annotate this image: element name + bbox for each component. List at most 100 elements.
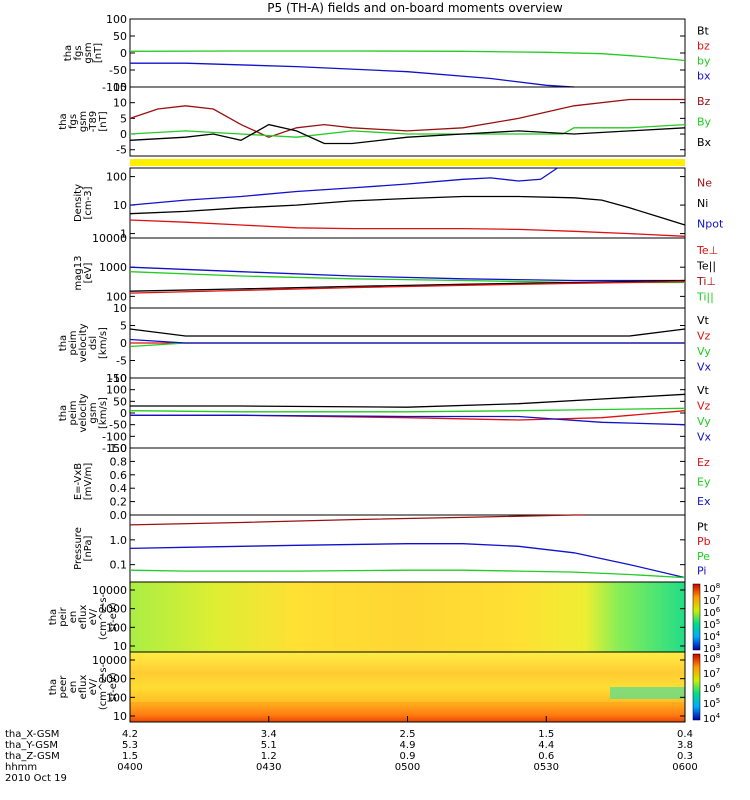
y-axis-label: tha [58,405,69,421]
legend-entry: bx [697,70,711,83]
footer-value: 1.5 [122,751,138,762]
series-bz [129,50,686,62]
footer-value: 0600 [672,762,697,773]
panel-peim-velocity-dsl: 10 5 0 -5 -10 tha peim velocity dsl [km/s] Vt Vz Vy V… [58,302,712,385]
y-axis-label: en [68,611,79,624]
y-tick-label: 1.0 [110,534,128,547]
y-axis-label: tha [63,45,74,61]
spectrogram [130,582,685,652]
footer-value: 0.6 [538,751,554,762]
panel-frame [129,447,686,516]
y-tick-label: 10000 [92,654,127,667]
footer-row-label: hhmm [5,762,37,773]
panel-pressure: 1.0 0.1 Pressure [nPa] Pt Pb Pe Pi [73,514,711,583]
y-axis-label: en [68,681,79,694]
legend-entry: Pb [697,535,711,548]
legend-entry: Vz [697,329,711,342]
y-axis-label: [cm-3] [83,186,94,219]
series-Ni [129,195,686,226]
legend-entry: Vz [697,399,711,412]
panel-peer-en-eflux: 108 107 106 105 104 10000 1000 100 10 tha peer en ef… [48,651,721,725]
series-Pb [129,514,586,526]
y-axis-label: [mV/m] [83,463,94,501]
y-axis-label: tha [48,679,59,695]
y-tick-label: 50 [113,395,127,408]
y-axis-label: gsm [83,42,94,63]
legend-entry: Vt [697,314,710,327]
y-tick-label: 50 [113,30,127,43]
legend-entry: Ni [697,197,708,210]
y-tick-label: 100 [106,691,127,704]
legend-entry: Vt [697,384,710,397]
y-axis-label: velocity [78,393,89,432]
footer-row-label: 2010 Oct 19 [5,773,67,784]
colorbar [692,583,701,651]
y-axis-label: eV/ [88,608,99,625]
series-Pi [129,543,686,579]
y-tick-label: -50 [109,419,127,432]
series-Vt [130,393,686,408]
colorbar-tick-label: 107 [703,667,720,680]
series-By [129,123,686,138]
colorbar-tick-label: 105 [703,697,720,710]
legend-entry: Bt [697,25,710,38]
panel-frame [129,167,686,239]
y-tick-label: 100 [106,290,127,303]
series-Bz [129,98,685,138]
y-axis-label: velocity [78,323,89,362]
series-Npot [129,167,558,206]
legend-entry: Ti|| [696,290,714,303]
legend-entry: Te⊥ [696,244,718,257]
legend-entry: Npot [697,218,724,231]
y-axis-label: [nPa] [83,535,94,561]
y-tick-label: -5 [116,355,127,368]
footer-value: 3.8 [677,740,693,751]
y-axis-label: sr-eV) [108,602,119,631]
status-bar [130,159,685,166]
panel-density: 100 10 1 Density [cm-3] Ne Ni Npot [73,167,724,241]
legend-entry: Ti⊥ [696,275,716,288]
y-axis-label: (cm^2-s- [98,593,109,640]
series-Vx [130,414,686,426]
y-axis-label: Pressure [73,527,84,570]
y-axis-label: [eV] [83,263,94,284]
colorbar [692,653,701,721]
spectrogram [130,652,685,722]
y-tick-label: 0 [120,47,127,60]
legend-entry: Vx [697,360,712,373]
y-axis-label: [km/s] [98,327,109,359]
legend-entry: Pt [697,520,709,533]
footer-value: 4.2 [122,729,138,740]
footer-value: 1.2 [261,751,277,762]
legend-entry: Te|| [696,259,716,272]
y-axis-label: peim [68,330,79,355]
y-axis-label: sr-eV) [108,672,119,701]
legend-entry: Vy [697,345,711,358]
footer-value: 0.4 [677,729,693,740]
y-tick-label: 0 [120,337,127,350]
y-tick-label: 0.1 [110,559,128,572]
footer-value: 0.9 [400,751,416,762]
y-axis-label: E=-VxB [73,463,84,500]
y-tick-label: 1000 [99,673,127,686]
y-axis-label: gsm [78,111,89,132]
series-Te|| [129,279,686,292]
series-Te⊥ [129,280,686,294]
y-tick-label: 0 [120,128,127,141]
legend-entry: Ne [697,176,712,189]
y-axis-label: eflux [78,675,89,700]
panel-frame [129,18,686,88]
panel-fgs-gse: 100 50 0 -50 -100 tha fgs gsm [nT] Bt bz by bx [63,13,711,94]
y-tick-label: 0.6 [110,469,128,482]
footer-value: 2.5 [400,729,416,740]
y-tick-label: 0.2 [110,496,128,509]
legend-entry: Vx [697,430,712,443]
series-Pe [129,569,686,579]
y-tick-label: 100 [106,621,127,634]
y-tick-label: 5 [120,320,127,333]
y-tick-label: 100 [106,13,127,26]
y-tick-label: 0.4 [110,482,128,495]
legend-entry: Ey [697,476,711,489]
